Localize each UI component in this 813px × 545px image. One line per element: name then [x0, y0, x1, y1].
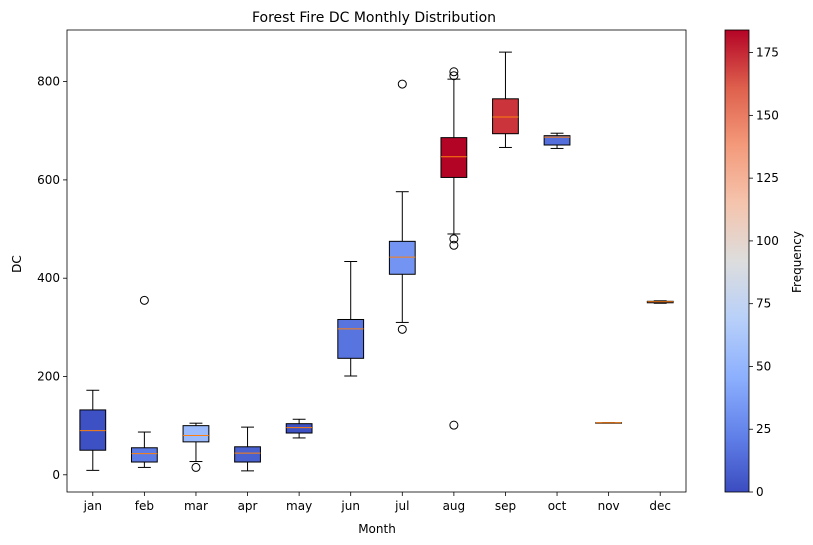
colorbar-tick-label: 25 [756, 422, 771, 436]
outlier-point [449, 420, 459, 430]
outlier-point [397, 324, 407, 334]
box-apr [234, 426, 261, 472]
box-feb [130, 295, 158, 468]
box-body [337, 318, 365, 359]
box-body [543, 135, 571, 146]
x-tick-label: sep [495, 499, 516, 513]
plot-area: 0 200 400 600 800 jan feb mar apr may jun jul aug sep… [37, 29, 687, 513]
y-tick-label: 0 [52, 468, 60, 482]
box-jan [79, 389, 107, 471]
x-tick-label: feb [135, 499, 154, 513]
x-tick-label: jan [83, 499, 102, 513]
outlier-point [139, 295, 149, 305]
y-tick-label: 800 [37, 75, 60, 89]
box-sep [492, 51, 519, 148]
x-axis-label: Month [358, 522, 396, 536]
box-body [234, 446, 261, 463]
outlier-point [449, 67, 459, 77]
y-tick-label: 400 [37, 271, 60, 285]
box-may [285, 418, 313, 439]
colorbar-tick-label: 150 [756, 108, 779, 122]
x-tick-label: jul [394, 499, 409, 513]
x-tick-label: mar [184, 499, 208, 513]
box-mar [182, 422, 210, 472]
outlier-point [449, 71, 459, 81]
axes-frame [66, 29, 687, 493]
y-axis-label: DC [10, 255, 24, 273]
colorbar-gradient [724, 29, 750, 493]
box-aug [440, 67, 468, 430]
colorbar-tick-label: 0 [756, 485, 764, 499]
outlier-point [191, 462, 201, 472]
y-tick-label: 600 [37, 173, 60, 187]
outlier-point [449, 234, 459, 244]
box-jul [388, 79, 416, 334]
colorbar-label: Frequency [790, 231, 804, 293]
x-tick-label: jun [340, 499, 360, 513]
x-tick-label: nov [598, 499, 620, 513]
box-dec [646, 300, 674, 304]
colorbar-tick-label: 125 [756, 171, 779, 185]
x-tick-label: oct [548, 499, 567, 513]
box-body [285, 423, 313, 434]
box-nov [595, 422, 623, 424]
box-jun [337, 260, 365, 377]
colorbar-tick-label: 75 [756, 297, 771, 311]
outlier-point [397, 79, 407, 89]
colorbar-tick-label: 175 [756, 46, 779, 60]
box-body [182, 425, 210, 443]
x-tick-label: dec [649, 499, 671, 513]
x-tick-label: may [286, 499, 312, 513]
outlier-point [449, 240, 459, 250]
colorbar: 0 25 50 75 100 125 150 175 [724, 29, 779, 499]
box-body [440, 137, 468, 178]
chart-title: Forest Fire DC Monthly Distribution [252, 10, 496, 26]
box-oct [543, 132, 571, 149]
x-tick-label: apr [238, 499, 258, 513]
box-body [130, 447, 158, 463]
colorbar-tick-label: 100 [756, 234, 779, 248]
box-body [492, 98, 519, 135]
x-tick-label: aug [443, 499, 466, 513]
y-tick-label: 200 [37, 370, 60, 384]
box-body [388, 240, 416, 275]
colorbar-tick-label: 50 [756, 359, 771, 373]
